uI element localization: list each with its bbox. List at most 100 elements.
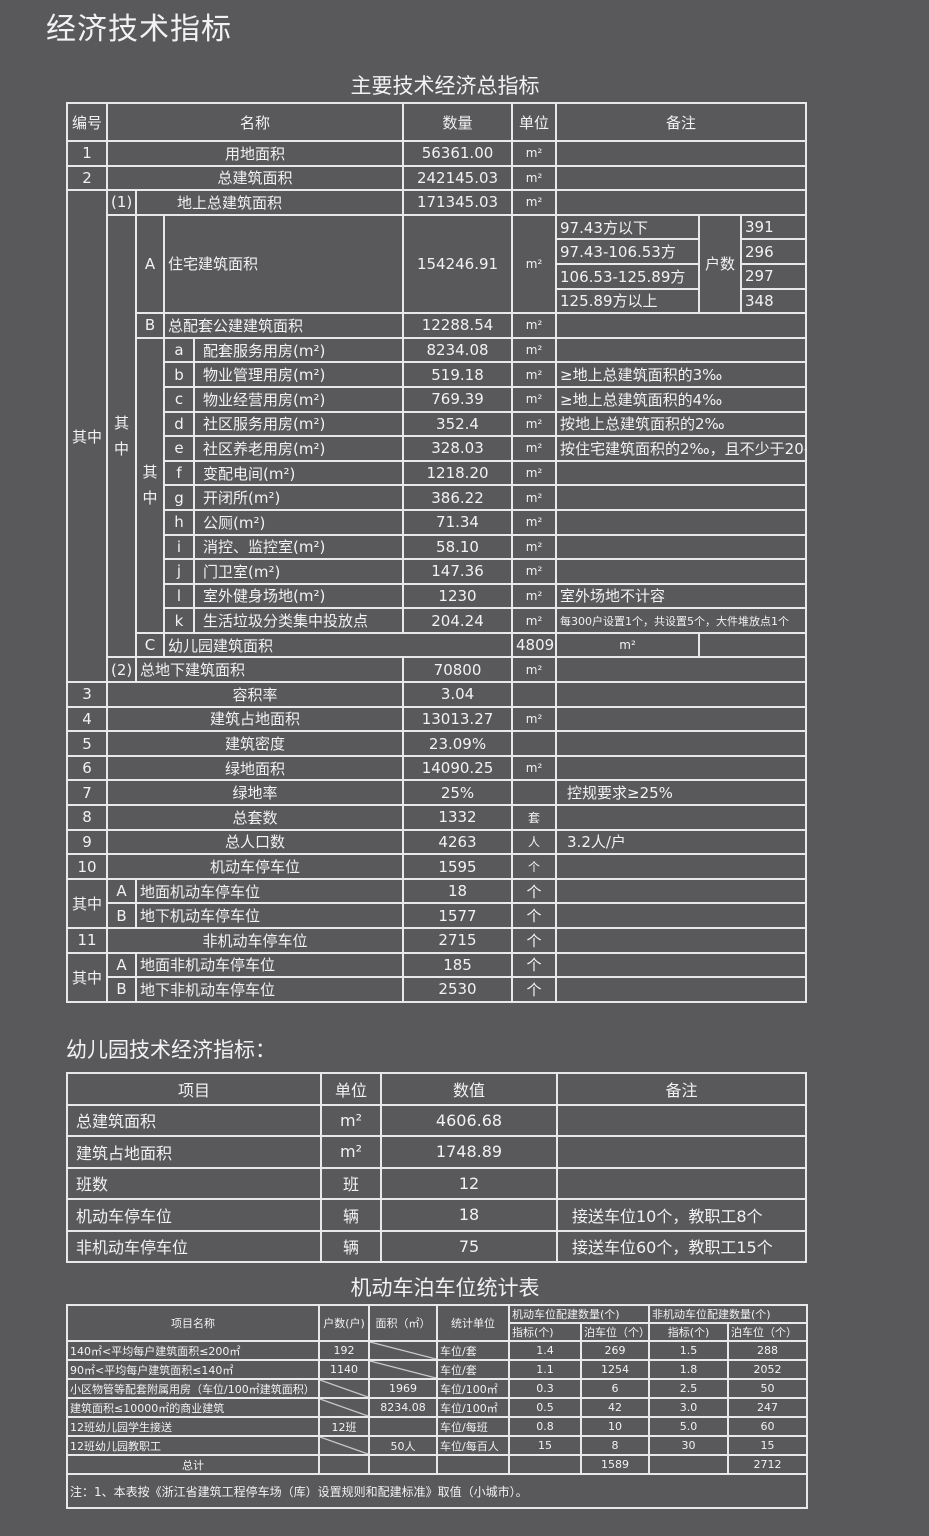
table-cell: m² bbox=[511, 336, 558, 364]
table-row: 总建筑面积 m² 4606.68 bbox=[66, 1103, 807, 1137]
table-cell: 2052 bbox=[727, 1359, 808, 1380]
table-row: 11 非机动车停车位 2715 个 bbox=[66, 927, 808, 954]
table-cell: m² bbox=[511, 410, 558, 438]
table-row: 其中 A 地面机动车停车位 18 个 bbox=[66, 877, 808, 930]
table-cell: 社区服务用房(m²) bbox=[192, 410, 405, 438]
table-cell: 348 bbox=[740, 287, 808, 315]
table-cell: 5 bbox=[66, 730, 108, 757]
table-cell: 非机动车停车位 bbox=[66, 1229, 322, 1263]
table-cell: 容积率 bbox=[105, 681, 405, 708]
table-row: 其中 a 配套服务用房(m²) 8234.08 m² bbox=[67, 336, 808, 634]
table-cell bbox=[556, 1166, 807, 1200]
table-cell: 总建筑面积 bbox=[66, 1103, 322, 1137]
table-row: l 室外健身场地(m²) 1230 m² 室外场地不计容 bbox=[67, 582, 808, 610]
table-cell: 8 bbox=[66, 804, 108, 831]
table-cell: 个 bbox=[511, 877, 558, 905]
table-cell: 3.0 bbox=[648, 1397, 729, 1418]
label: 中 bbox=[113, 440, 129, 459]
table-cell: 地下非机动车停车位 bbox=[134, 976, 405, 1003]
table-row: 2 总建筑面积 242145.03 m² bbox=[66, 164, 808, 192]
table-cell: 352.4 bbox=[402, 410, 514, 438]
table-cell: 18 bbox=[380, 1198, 558, 1232]
table-row: 140㎡<平均每户建筑面积≤200㎡ 192 车位/套 1.4 269 1.5 288 bbox=[66, 1340, 808, 1361]
table-cell: 绿地率 bbox=[105, 779, 405, 807]
table-cell: 小区物管等配套附属用房（车位/100㎡建筑面积） bbox=[66, 1378, 320, 1399]
table-cell: e bbox=[163, 435, 195, 462]
table-cell: 4809.58 bbox=[511, 631, 558, 659]
table-cell: 1577 bbox=[402, 902, 514, 929]
table-cell: (1) bbox=[106, 189, 137, 216]
table-cell bbox=[698, 631, 808, 659]
table-cell: 非机动车停车位 bbox=[105, 927, 405, 954]
table-cell: m² bbox=[511, 140, 558, 167]
table-cell: 个 bbox=[511, 976, 558, 1003]
column-header: 备注 bbox=[556, 1072, 807, 1106]
table-row: d 社区服务用房(m²) 352.4 m² 按地上总建筑面积的2‰ bbox=[67, 410, 808, 438]
table-cell: 车位/套 bbox=[436, 1340, 510, 1361]
table-cell: g bbox=[163, 484, 195, 511]
table-cell: m² bbox=[511, 508, 558, 536]
table-cell: 户数(户) bbox=[318, 1304, 370, 1342]
table-cell: 204.24 bbox=[402, 607, 514, 634]
table-cell: 门卫室(m²) bbox=[192, 558, 405, 585]
table-cell: 1.5 bbox=[648, 1340, 729, 1361]
header-name: 名称 bbox=[105, 102, 405, 142]
table-cell bbox=[555, 508, 808, 536]
table-cell bbox=[555, 312, 808, 339]
table-cell: m² bbox=[511, 459, 558, 487]
table-row: 8 总套数 1332 套 bbox=[66, 804, 808, 831]
table-cell: 4606.68 bbox=[380, 1103, 558, 1137]
table-cell: i bbox=[163, 533, 195, 561]
table-cell: 328.03 bbox=[402, 435, 514, 462]
table-cell: 机动车停车位 bbox=[66, 1198, 322, 1232]
table-cell: 班 bbox=[320, 1166, 382, 1200]
table-cell: m² bbox=[511, 435, 558, 462]
table-cell: 0.3 bbox=[508, 1378, 582, 1399]
table-cell bbox=[555, 902, 808, 929]
table-cell: 13013.27 bbox=[402, 705, 514, 733]
table-cell: A bbox=[135, 213, 165, 315]
table-cell: 12班幼儿园教职工 bbox=[66, 1435, 320, 1456]
table-cell: 建筑占地面积 bbox=[105, 705, 405, 733]
group-label: 其中 bbox=[66, 189, 108, 684]
table-cell: m² bbox=[320, 1103, 382, 1137]
table-cell: 个 bbox=[511, 853, 558, 880]
header-note: 备注 bbox=[555, 102, 808, 142]
table-cell bbox=[556, 1103, 807, 1137]
table-cell: (2) bbox=[106, 656, 137, 684]
table-cell: ≥地上总建筑面积的3‰ bbox=[555, 361, 808, 388]
page-title: 经济技术指标 bbox=[46, 12, 232, 47]
table-cell bbox=[555, 705, 808, 733]
table-cell: j bbox=[163, 558, 195, 585]
table-row: 建筑占地面积 m² 1748.89 bbox=[66, 1135, 807, 1169]
table-cell: 1332 bbox=[402, 804, 514, 831]
table-cell: f bbox=[163, 459, 195, 487]
table-row: j 门卫室(m²) 147.36 m² bbox=[67, 558, 808, 585]
table-cell: 2 bbox=[66, 164, 108, 192]
table-cell: m² bbox=[511, 312, 558, 339]
table-cell: 3.2人/户 bbox=[555, 828, 808, 856]
table-cell: 1140 bbox=[318, 1359, 370, 1380]
table-cell: 185 bbox=[402, 951, 514, 979]
group-label: 其中 bbox=[135, 336, 165, 634]
table-cell: 地面机动车停车位 bbox=[134, 877, 405, 905]
table-cell: k bbox=[163, 607, 195, 634]
table-cell: 按地上总建筑面积的2‰ bbox=[555, 410, 808, 438]
table-cell bbox=[318, 1435, 370, 1456]
table-cell: A bbox=[106, 951, 137, 979]
table-cell: 10 bbox=[580, 1416, 650, 1437]
table-cell: 车位/100㎡ bbox=[436, 1397, 510, 1418]
table-cell: 社区养老用房(m²) bbox=[192, 435, 405, 462]
table-cell: 23.09% bbox=[402, 730, 514, 757]
table-cell bbox=[555, 336, 808, 364]
table-cell bbox=[555, 189, 808, 216]
table-row: 指标(个) 泊车位（个） 指标(个) 泊车位（个） bbox=[67, 1322, 808, 1342]
table-cell: 总人口数 bbox=[105, 828, 405, 856]
table-cell bbox=[368, 1359, 438, 1380]
table-cell: 幼儿园建筑面积 bbox=[162, 631, 514, 659]
table-cell: 2715 bbox=[402, 927, 514, 954]
table-row: 编号 名称 数量 单位 备注 bbox=[66, 102, 808, 142]
table-cell bbox=[555, 927, 808, 954]
table-cell: 室外场地不计容 bbox=[555, 582, 808, 610]
